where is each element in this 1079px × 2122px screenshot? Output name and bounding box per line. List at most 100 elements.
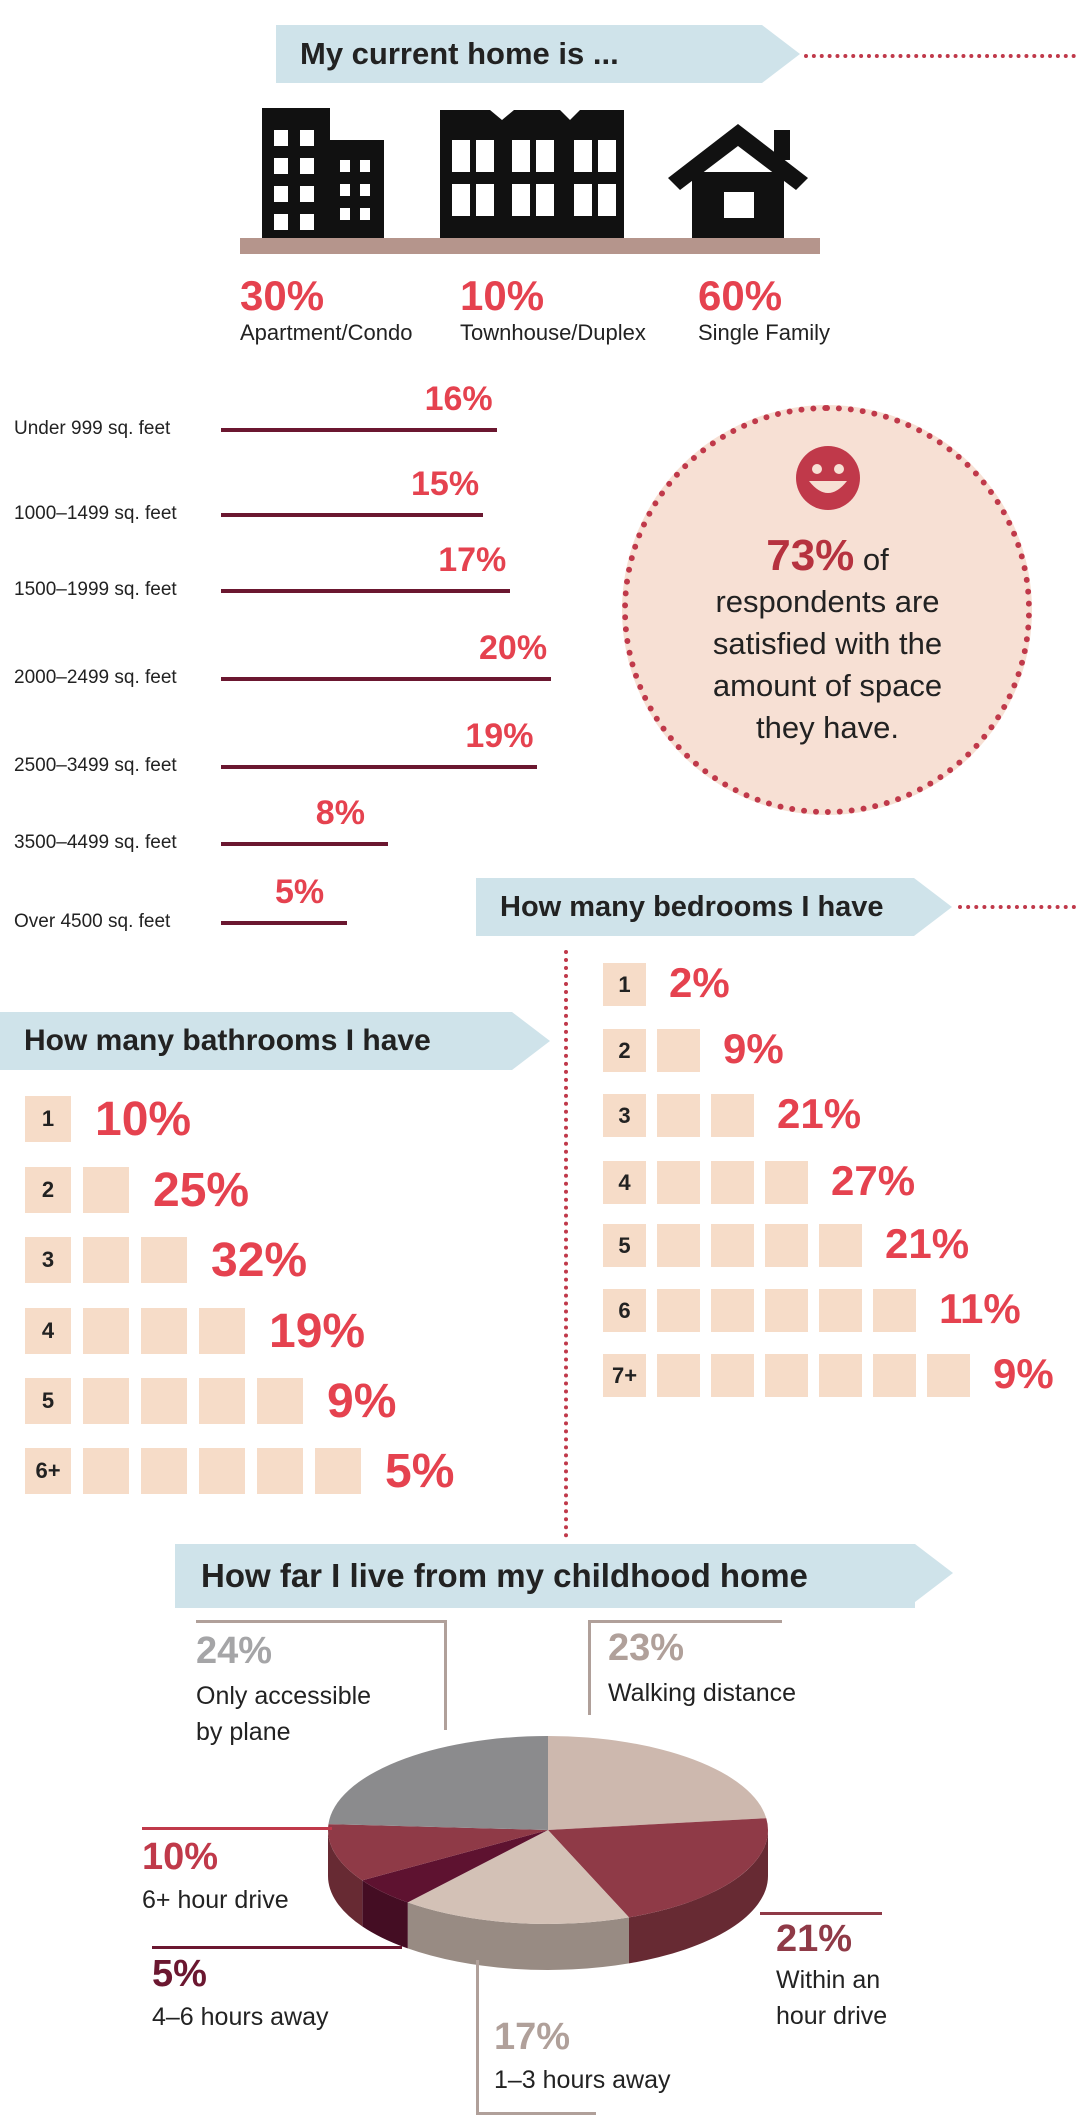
bathrooms-title: How many bathrooms I have <box>24 1024 431 1057</box>
count-square <box>711 1354 754 1397</box>
row-number: 1 <box>25 1096 71 1142</box>
row-pct: 19% <box>269 1305 366 1358</box>
slice-pct-within-hour: 21% <box>776 1918 853 1960</box>
slice-label-4-6: 4–6 hours away <box>152 2003 329 2031</box>
slice-pct-plane: 24% <box>196 1630 273 1672</box>
sqft-pct: 15% <box>411 465 480 503</box>
leader-line <box>760 1912 882 1915</box>
row-number: 3 <box>25 1237 71 1283</box>
leader-line <box>588 1620 591 1715</box>
row-number: 4 <box>603 1161 646 1204</box>
count-square <box>83 1237 129 1283</box>
sqft-pct: 17% <box>438 541 507 579</box>
sqft-pct: 16% <box>424 380 493 418</box>
count-square <box>711 1289 754 1332</box>
count-square <box>765 1354 808 1397</box>
home-pct: 60% <box>698 272 783 319</box>
count-square <box>257 1378 303 1424</box>
home-label: Single Family <box>698 320 831 345</box>
row-number: 7+ <box>603 1354 646 1397</box>
satisfaction-text-1: of <box>862 542 889 577</box>
slice-label-6plus: 6+ hour drive <box>142 1886 289 1914</box>
childhood-banner: How far I live from my childhood home <box>175 1544 953 1608</box>
count-square <box>83 1308 129 1354</box>
sqft-pct: 5% <box>275 873 325 911</box>
leader-line <box>444 1620 447 1730</box>
home-pct: 30% <box>240 272 325 319</box>
slice-pct-1-3: 17% <box>494 2016 571 2058</box>
count-square <box>257 1448 303 1494</box>
slice-label-within-hour-2: hour drive <box>776 2002 888 2030</box>
home-stat-apartment: 30% Apartment/Condo <box>240 272 412 346</box>
dotted-divider <box>958 905 1076 909</box>
house-icon <box>668 124 808 238</box>
sqft-bar <box>221 677 551 681</box>
count-square <box>711 1224 754 1267</box>
slice-pct-walking: 23% <box>608 1627 685 1669</box>
childhood-title: How far I live from my childhood home <box>201 1557 808 1594</box>
count-square <box>873 1354 916 1397</box>
dotted-divider-vertical <box>564 950 568 1538</box>
townhouse-icon <box>440 110 624 238</box>
satisfaction-pct: 73% <box>766 531 855 580</box>
slice-label-plane-2: by plane <box>196 1718 291 1746</box>
ground-line <box>240 238 820 254</box>
bedrooms-title: How many bedrooms I have <box>500 890 884 923</box>
row-number: 2 <box>603 1029 646 1072</box>
count-square <box>657 1161 700 1204</box>
childhood-pie-chart <box>328 1736 768 1970</box>
pie-slice <box>328 1736 548 1830</box>
sqft-label: 1500–1999 sq. feet <box>14 579 177 600</box>
count-square <box>819 1289 862 1332</box>
row-number: 3 <box>603 1094 646 1137</box>
count-square <box>711 1161 754 1204</box>
count-square <box>765 1289 808 1332</box>
count-square <box>657 1094 700 1137</box>
pie-slice-side <box>328 1830 363 1927</box>
count-square <box>141 1378 187 1424</box>
count-square <box>199 1448 245 1494</box>
count-square <box>657 1224 700 1267</box>
row-pct: 2% <box>669 959 730 1006</box>
count-square <box>657 1029 700 1072</box>
row-pct: 25% <box>153 1164 250 1217</box>
row-pct: 27% <box>831 1157 916 1204</box>
count-square <box>927 1354 970 1397</box>
count-square <box>657 1354 700 1397</box>
home-stat-townhouse: 10% Townhouse/Duplex <box>460 272 646 346</box>
pie-slice-side <box>407 1902 629 1970</box>
count-square <box>711 1094 754 1137</box>
slice-label-1-3: 1–3 hours away <box>494 2066 671 2094</box>
sqft-bar <box>221 842 388 846</box>
home-label: Apartment/Condo <box>240 320 413 345</box>
sqft-bar <box>221 765 538 769</box>
satisfaction-text-5: they have. <box>755 710 900 745</box>
sqft-bar <box>221 921 347 925</box>
count-square <box>141 1308 187 1354</box>
leader-line <box>196 1620 446 1623</box>
sqft-pct: 8% <box>315 794 365 832</box>
row-pct: 21% <box>777 1090 862 1137</box>
row-pct: 5% <box>385 1445 455 1498</box>
count-square <box>819 1354 862 1397</box>
home-types-illustration <box>240 108 820 254</box>
count-square <box>873 1289 916 1332</box>
slice-pct-6plus: 10% <box>142 1836 219 1878</box>
row-number: 6+ <box>25 1448 71 1494</box>
sqft-label: 1000–1499 sq. feet <box>14 503 177 524</box>
count-square <box>819 1224 862 1267</box>
satisfaction-text-4: amount of space <box>712 668 943 703</box>
count-square <box>83 1448 129 1494</box>
sqft-bar <box>221 428 497 432</box>
count-square <box>141 1237 187 1283</box>
sqft-bar <box>221 589 511 593</box>
row-pct: 11% <box>939 1285 1021 1332</box>
count-square <box>657 1289 700 1332</box>
slice-label-walking: Walking distance <box>608 1679 797 1707</box>
bedrooms-banner: How many bedrooms I have <box>476 878 952 936</box>
smiley-face-icon <box>796 446 860 510</box>
count-square <box>199 1378 245 1424</box>
pie-slice <box>362 1830 548 1903</box>
apartment-building-icon <box>262 108 384 238</box>
count-square <box>765 1161 808 1204</box>
